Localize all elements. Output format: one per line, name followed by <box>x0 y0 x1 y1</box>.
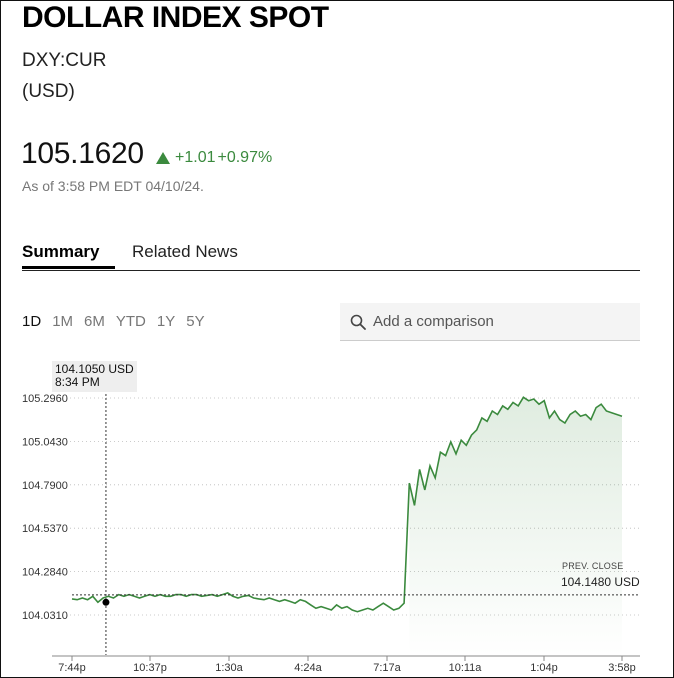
tab-related-news[interactable]: Related News <box>132 242 238 261</box>
range-selector: 1D 1M 6M YTD 1Y 5Y <box>22 313 216 330</box>
x-tick-label: 10:37p <box>133 662 167 674</box>
hover-tooltip: 104.1050 USD 8:34 PM <box>52 361 137 392</box>
comparison-placeholder: Add a comparison <box>373 313 494 330</box>
tooltip-value: 104.1050 USD <box>55 362 134 376</box>
x-tick-label: 1:04p <box>530 662 558 674</box>
x-tick-label: 7:17a <box>373 662 401 674</box>
current-price: 105.1620 <box>21 137 144 170</box>
change-value: +1.01 <box>175 149 216 166</box>
comparison-search[interactable]: Add a comparison <box>340 303 640 341</box>
tooltip-time: 8:34 PM <box>55 375 100 389</box>
y-tick-label: 104.0310 <box>22 610 68 622</box>
y-tick-label: 104.7900 <box>22 480 68 492</box>
hover-point <box>102 598 110 606</box>
up-arrow-icon <box>156 151 170 164</box>
active-tab-indicator <box>22 266 115 269</box>
y-tick-label: 105.2960 <box>22 393 68 405</box>
tab-summary[interactable]: Summary <box>22 242 100 261</box>
price-line <box>71 396 623 613</box>
y-tick-label: 104.5370 <box>22 523 68 535</box>
prev-close-label: PREV. CLOSE <box>562 561 624 571</box>
tab-bar: Summary Related News <box>22 238 640 271</box>
x-tick-label: 7:44p <box>58 662 86 674</box>
x-tick-label: 1:30a <box>215 662 243 674</box>
search-icon <box>350 314 366 330</box>
currency-label: (USD) <box>22 81 75 102</box>
y-tick-label: 104.2840 <box>22 567 68 579</box>
range-6m[interactable]: 6M <box>84 313 105 330</box>
range-1m[interactable]: 1M <box>52 313 74 330</box>
x-tick-label: 3:58p <box>608 662 636 674</box>
range-ytd[interactable]: YTD <box>115 313 146 330</box>
range-1y[interactable]: 1Y <box>156 313 176 330</box>
as-of-timestamp: As of 3:58 PM EDT 04/10/24. <box>22 178 204 194</box>
y-tick-label: 105.0430 <box>22 436 68 448</box>
range-5y[interactable]: 5Y <box>186 313 205 330</box>
price-change: +1.01 +0.97% <box>156 148 272 168</box>
page-title: DOLLAR INDEX SPOT <box>22 1 329 34</box>
range-1d[interactable]: 1D <box>22 313 42 330</box>
prev-close-value: 104.1480 USD <box>561 575 640 589</box>
ticker-symbol: DXY:CUR <box>22 50 107 71</box>
price-chart[interactable]: 105.2960 105.0430 104.7900 104.5370 104.2840… <box>0 350 674 678</box>
change-percent: +0.97% <box>217 149 273 166</box>
price-area <box>409 397 622 655</box>
x-tick-label: 4:24a <box>294 662 322 674</box>
x-tick-label: 10:11a <box>449 662 483 674</box>
